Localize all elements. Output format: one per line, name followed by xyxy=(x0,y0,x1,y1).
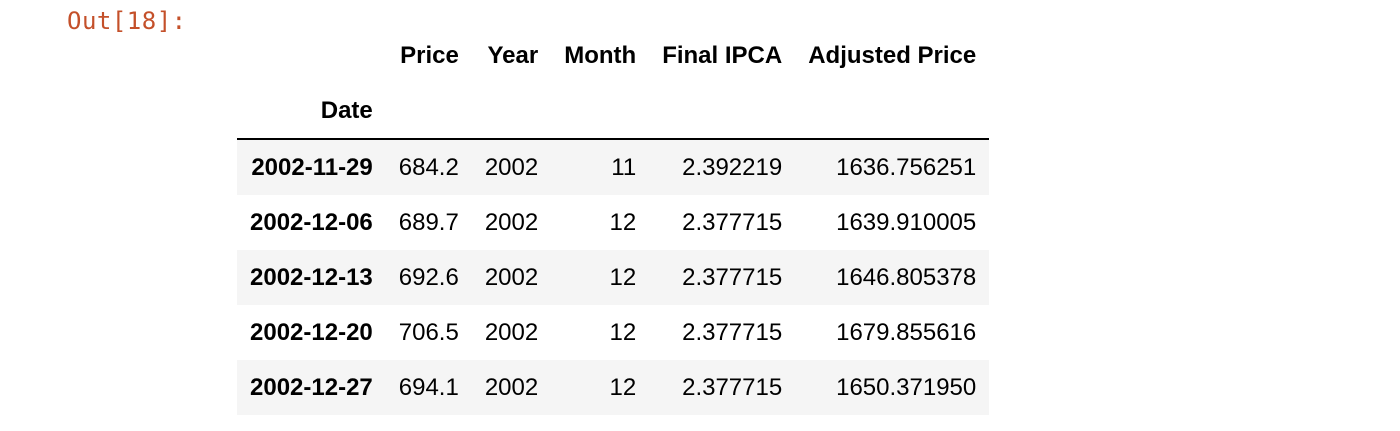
cell-final-ipca: 2.377715 xyxy=(682,208,783,236)
column-header-month: Month xyxy=(564,41,637,69)
column-header-row: Price Year Month Final IPCA Adjusted Pri… xyxy=(237,28,989,83)
cell-year: 2002 xyxy=(484,373,539,401)
cell-final-ipca: 2.377715 xyxy=(682,263,783,291)
index-row-blank xyxy=(385,83,472,140)
index-header-blank xyxy=(237,28,386,83)
cell-price: 689.7 xyxy=(398,208,459,236)
index-name-row: Date xyxy=(237,83,990,140)
table-row: 2002-12-27 694.1 2002 12 2.377715 1650.3… xyxy=(237,360,990,415)
index-row-blank xyxy=(471,83,552,140)
output-prompt: Out[18]: xyxy=(67,7,187,35)
cell-adjusted-price: 1636.756251 xyxy=(836,153,977,181)
cell-month: 12 xyxy=(609,318,637,346)
cell-price: 706.5 xyxy=(398,318,459,346)
cell-year: 2002 xyxy=(484,153,539,181)
row-index-date: 2002-12-06 xyxy=(250,208,373,236)
cell-price: 684.2 xyxy=(398,153,459,181)
column-header-price: Price xyxy=(400,41,459,69)
index-row-blank xyxy=(649,83,796,140)
table-row: 2002-11-29 684.2 2002 11 2.392219 1636.7… xyxy=(237,139,990,195)
column-header-final-ipca: Final IPCA xyxy=(662,41,783,69)
cell-month: 11 xyxy=(611,153,637,181)
cell-final-ipca: 2.377715 xyxy=(682,318,783,346)
cell-adjusted-price: 1650.371950 xyxy=(836,373,977,401)
table-row: 2002-12-20 706.5 2002 12 2.377715 1679.8… xyxy=(237,305,989,360)
cell-year: 2002 xyxy=(484,208,539,236)
cell-final-ipca: 2.377715 xyxy=(682,373,783,401)
column-header-adjusted-price: Adjusted Price xyxy=(808,41,977,69)
table-header: Price Year Month Final IPCA Adjusted Pri… xyxy=(237,28,990,140)
cell-adjusted-price: 1679.855616 xyxy=(836,318,977,346)
cell-price: 692.6 xyxy=(398,263,459,291)
table-body: 2002-11-29 684.2 2002 11 2.392219 1636.7… xyxy=(237,139,990,415)
cell-month: 12 xyxy=(609,208,637,236)
index-row-blank xyxy=(551,83,650,140)
row-index-date: 2002-12-13 xyxy=(250,263,373,291)
table-row: 2002-12-06 689.7 2002 12 2.377715 1639.9… xyxy=(237,195,989,250)
cell-adjusted-price: 1639.910005 xyxy=(836,208,977,236)
cell-adjusted-price: 1646.805378 xyxy=(836,263,977,291)
table-row: 2002-12-13 692.6 2002 12 2.377715 1646.8… xyxy=(237,250,990,305)
dataframe-table: Price Year Month Final IPCA Adjusted Pri… xyxy=(237,28,990,415)
cell-price: 694.1 xyxy=(398,373,459,401)
index-name-date: Date xyxy=(237,83,386,140)
cell-year: 2002 xyxy=(484,263,539,291)
row-index-date: 2002-11-29 xyxy=(251,153,373,181)
row-index-date: 2002-12-20 xyxy=(250,318,373,346)
cell-year: 2002 xyxy=(484,318,539,346)
row-index-date: 2002-12-27 xyxy=(250,373,373,401)
index-row-blank xyxy=(795,83,990,140)
cell-month: 12 xyxy=(609,373,637,401)
column-header-year: Year xyxy=(487,41,539,69)
cell-final-ipca: 2.392219 xyxy=(682,153,783,181)
cell-month: 12 xyxy=(609,263,637,291)
